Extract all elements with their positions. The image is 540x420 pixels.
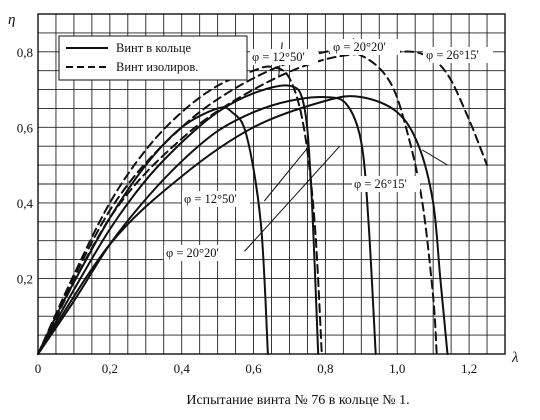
x-tick-label: 0 <box>35 361 42 376</box>
annotation-phi-26-15-top: φ = 26°15' <box>426 48 479 62</box>
y-tick-label: 0,2 <box>17 271 33 286</box>
y-tick-label: 0,6 <box>17 120 34 135</box>
y-axis-ticks: 0,2 0,4 0,6 0,8 <box>17 45 34 287</box>
x-tick-label: 1,0 <box>389 361 405 376</box>
annotation-phi-12-50-top: φ = 12°50' <box>252 50 305 64</box>
annotation-bg <box>330 39 400 55</box>
series-line-dashed-5 <box>37 65 323 355</box>
annotation-phi-20-20-top: φ = 20°20' <box>333 40 386 54</box>
annotation-bg <box>182 191 250 207</box>
annotation-phi-12-50-bottom: φ = 12°50' <box>184 192 237 206</box>
x-axis-ticks: 0 0,2 0,4 0,6 0,8 1,0 1,2 <box>35 361 477 376</box>
annotation-bg <box>423 47 493 63</box>
annotation-bg <box>250 49 318 65</box>
annotation-phi-26-15-bottom: φ = 26°15' <box>354 177 407 191</box>
x-tick-label: 0,6 <box>245 361 262 376</box>
x-axis-title: λ <box>511 350 519 366</box>
annotation-phi-20-20-bottom: φ = 20°20' <box>166 246 219 260</box>
annotation-leader <box>422 149 448 166</box>
annotation-bg <box>164 245 235 261</box>
legend-label-solid: Винт в кольце <box>116 41 191 55</box>
chart-frame <box>37 13 506 355</box>
annotation-bg <box>352 176 420 192</box>
y-axis-title: η <box>8 12 15 28</box>
y-tick-label: 0,8 <box>17 45 33 60</box>
chart-series <box>37 48 488 355</box>
chart-caption: Испытание винта № 76 в кольце № 1. <box>186 393 409 408</box>
x-tick-label: 0,4 <box>174 361 191 376</box>
legend-box <box>58 35 248 81</box>
legend-label-dashed: Винт изолиров. <box>116 60 198 74</box>
chart-legend: Винт в кольце Винт изолиров. <box>58 35 248 81</box>
x-tick-label: 0,2 <box>102 361 118 376</box>
series-line-solid-1 <box>37 106 269 355</box>
annotation-leader <box>244 145 341 252</box>
series-line-solid-2 <box>37 84 320 355</box>
x-tick-label: 0,8 <box>317 361 333 376</box>
x-tick-label: 1,2 <box>461 361 477 376</box>
series-line-solid-4 <box>37 95 449 355</box>
y-tick-label: 0,4 <box>17 196 34 211</box>
annotation-leader <box>263 147 308 202</box>
